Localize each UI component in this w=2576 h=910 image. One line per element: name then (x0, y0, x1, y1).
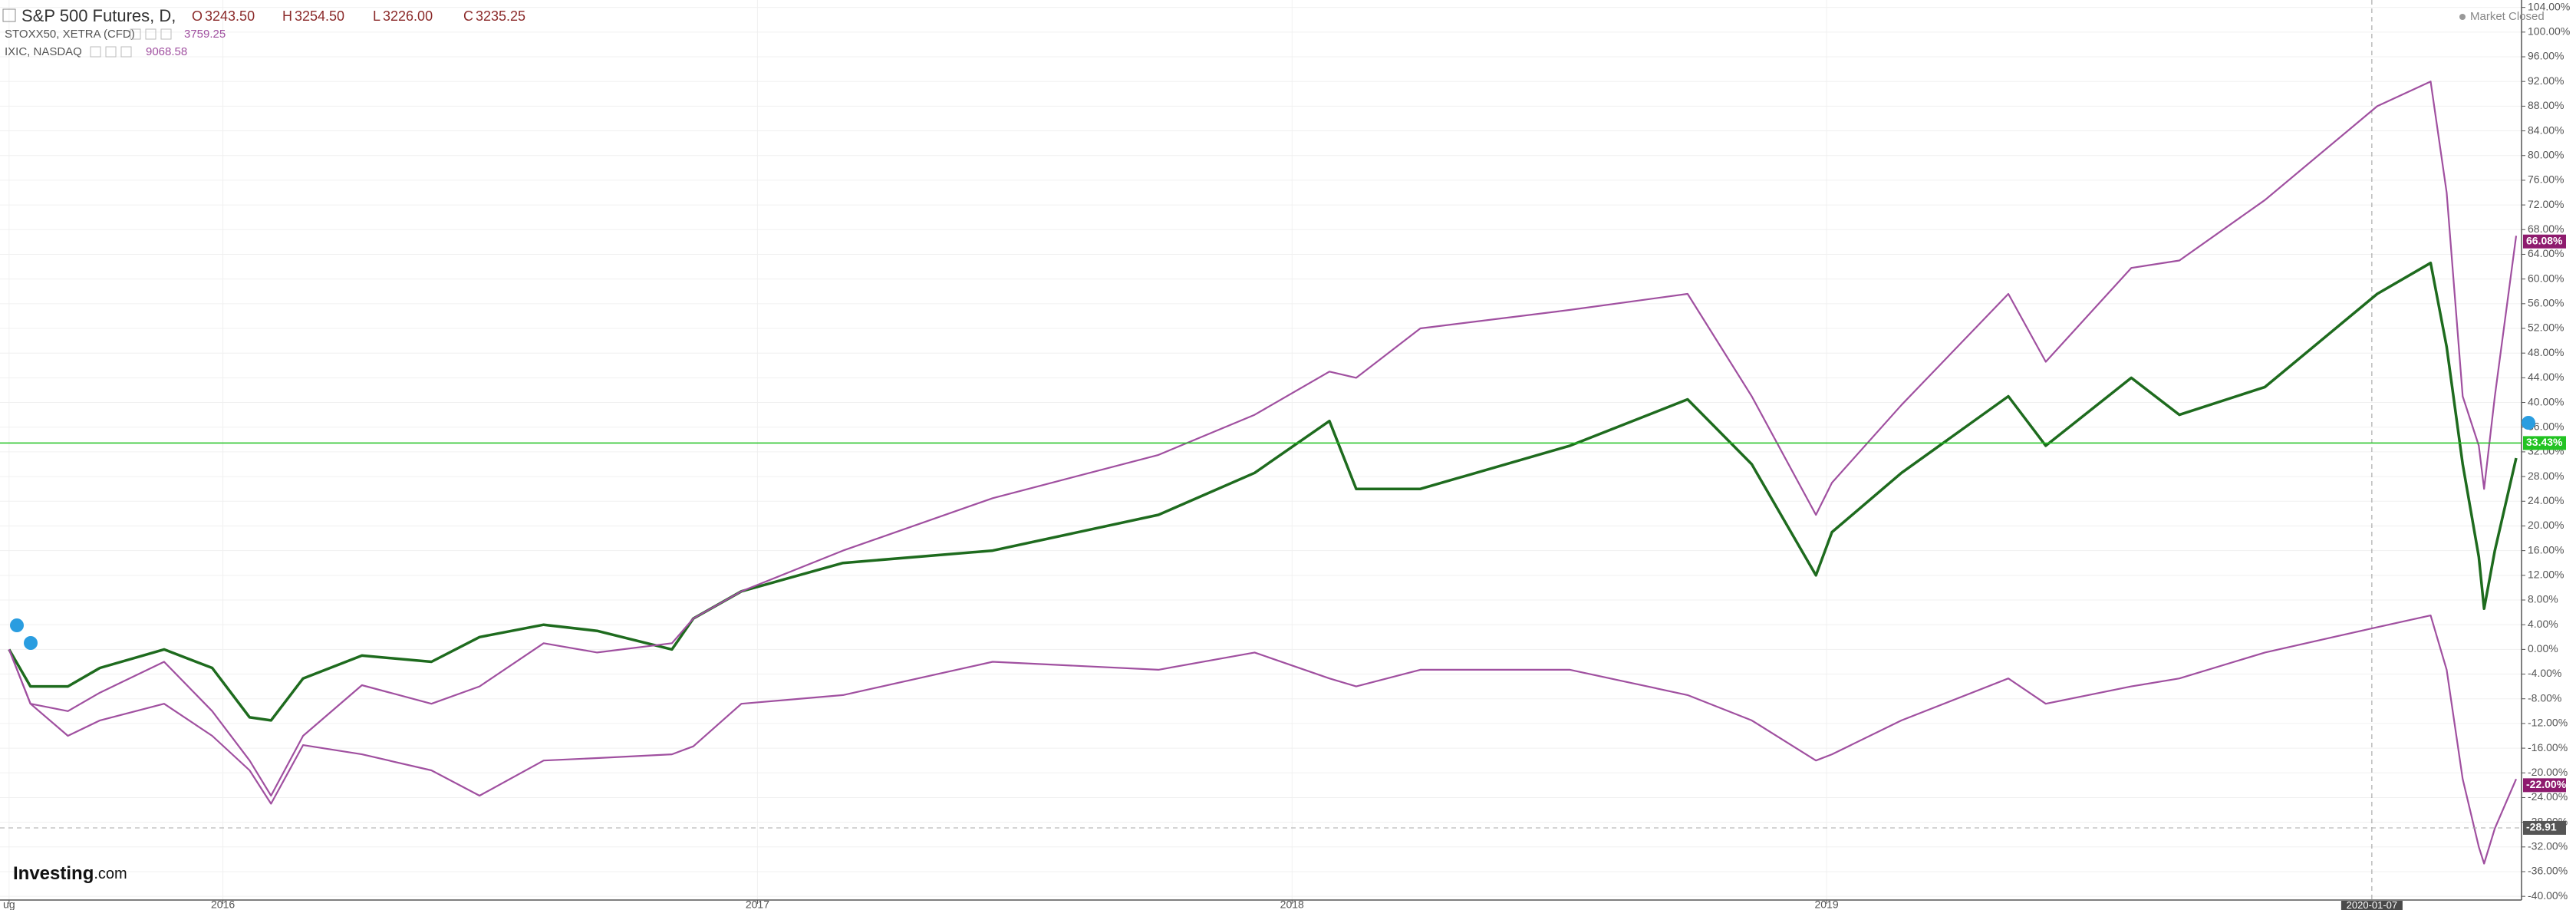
y-tick-label: 72.00% (2528, 198, 2564, 210)
compare-value: 3759.25 (184, 28, 226, 41)
y-tick-label: 28.00% (2528, 470, 2564, 482)
compare-value: 9068.58 (146, 45, 187, 58)
ohlc-item: H 3254.50 (282, 8, 344, 24)
legend-icon (90, 46, 101, 58)
ohlc-value: 3254.50 (295, 8, 344, 24)
series-line (8, 81, 2518, 797)
y-tick-label: 88.00% (2528, 99, 2564, 111)
y-tick-label: 44.00% (2528, 371, 2564, 383)
y-tick-label: 36.00% (2528, 420, 2564, 432)
y-tick-label: 60.00% (2528, 272, 2564, 284)
y-tick-label: 64.00% (2528, 247, 2564, 259)
collapse-icon[interactable] (2, 8, 16, 22)
y-tick-label: 56.00% (2528, 297, 2564, 309)
y-tick-label: 100.00% (2528, 25, 2570, 38)
x-tick-label: ug (3, 898, 15, 910)
y-tick-label: 76.00% (2528, 173, 2564, 186)
compare-legend: STOXX50, XETRA (CFD) 3759.25 IXIC, NASDAQ 9… (5, 28, 226, 58)
y-tick-label: 0.00% (2528, 642, 2558, 654)
ohlc-key: L (373, 8, 380, 24)
crosshair-label: 2020-01-07 (2347, 899, 2398, 910)
event-marker[interactable] (10, 618, 24, 632)
ohlc-item: O 3243.50 (192, 8, 255, 24)
symbol: S&P 500 Futures, D, (21, 6, 176, 25)
price-label: -22.00% (2526, 778, 2567, 790)
y-tick-label: 104.00% (2528, 0, 2570, 12)
y-tick-label: -24.00% (2528, 790, 2568, 803)
y-tick-label: -40.00% (2528, 889, 2568, 902)
y-tick-label: 16.00% (2528, 543, 2564, 556)
price-label-bg (2523, 436, 2566, 450)
y-tick-label: -8.00% (2528, 691, 2561, 704)
ohlc-item: L 3226.00 (373, 8, 433, 24)
crosshair-label-bg (2340, 901, 2403, 910)
price-label: 66.08% (2526, 234, 2563, 246)
y-tick-label: 12.00% (2528, 569, 2564, 581)
x-tick-label: 2017 (746, 898, 769, 910)
status-dot (2459, 14, 2466, 20)
event-marker[interactable] (2522, 416, 2535, 430)
price-label-bg (2523, 820, 2566, 835)
ohlc: O 3243.50 H 3254.50 L 3226.00 C 3235.25 (192, 8, 525, 24)
y-tick-label: 52.00% (2528, 321, 2564, 334)
compare-name: IXIC, NASDAQ (5, 45, 82, 58)
ohlc-key: H (282, 8, 292, 24)
legend-icon (120, 46, 132, 58)
y-tick-label: -16.00% (2528, 741, 2568, 753)
logo-suffix: .com (94, 865, 127, 882)
y-tick-label: -20.00% (2528, 766, 2568, 778)
y-tick-label: -36.00% (2528, 865, 2568, 877)
price-label: 33.43% (2526, 436, 2563, 448)
series-line (8, 261, 2518, 722)
x-tick-label: 2018 (1280, 898, 1304, 910)
y-tick-label: -32.00% (2528, 840, 2568, 852)
ohlc-item: C 3235.25 (463, 8, 525, 24)
ohlc-key: C (463, 8, 473, 24)
ohlc-value: 3235.25 (476, 8, 525, 24)
y-tick-label: 68.00% (2528, 223, 2564, 235)
price-label-bg (2523, 234, 2566, 249)
y-tick-label: 96.00% (2528, 50, 2564, 62)
ohlc-value: 3243.50 (205, 8, 255, 24)
price-label: -28.91 (2526, 821, 2557, 833)
y-tick-label: 80.00% (2528, 148, 2564, 160)
logo-brand: Investing (13, 863, 94, 884)
event-marker[interactable] (24, 636, 38, 650)
y-tick-label: 4.00% (2528, 618, 2558, 630)
y-tick-label: -4.00% (2528, 667, 2561, 679)
y-tick-label: 8.00% (2528, 593, 2558, 605)
price-label-bg (2523, 778, 2566, 793)
y-tick-label: -12.00% (2528, 717, 2568, 729)
ohlc-key: O (192, 8, 203, 24)
series-line (8, 615, 2518, 865)
ohlc-value: 3226.00 (383, 8, 433, 24)
legend-icon (145, 28, 156, 40)
y-tick-label: 84.00% (2528, 124, 2564, 136)
y-tick-label: 40.00% (2528, 395, 2564, 407)
y-tick-label: 48.00% (2528, 346, 2564, 358)
legend-icon (160, 28, 172, 40)
legend-icon (105, 46, 117, 58)
x-tick-label: 2016 (211, 898, 235, 910)
y-tick-label: 24.00% (2528, 494, 2564, 506)
compare-name: STOXX50, XETRA (CFD) (5, 28, 135, 41)
marks: 66.08% 33.43% -22.00% -28.91 (0, 81, 2567, 865)
market-status: Market Closed (2470, 10, 2545, 23)
logo: Investing.com (13, 863, 127, 884)
x-tick-label: 2019 (1815, 898, 1839, 910)
y-tick-label: 92.00% (2528, 74, 2564, 87)
y-tick-label: 20.00% (2528, 519, 2564, 531)
legend-icon (130, 28, 141, 40)
